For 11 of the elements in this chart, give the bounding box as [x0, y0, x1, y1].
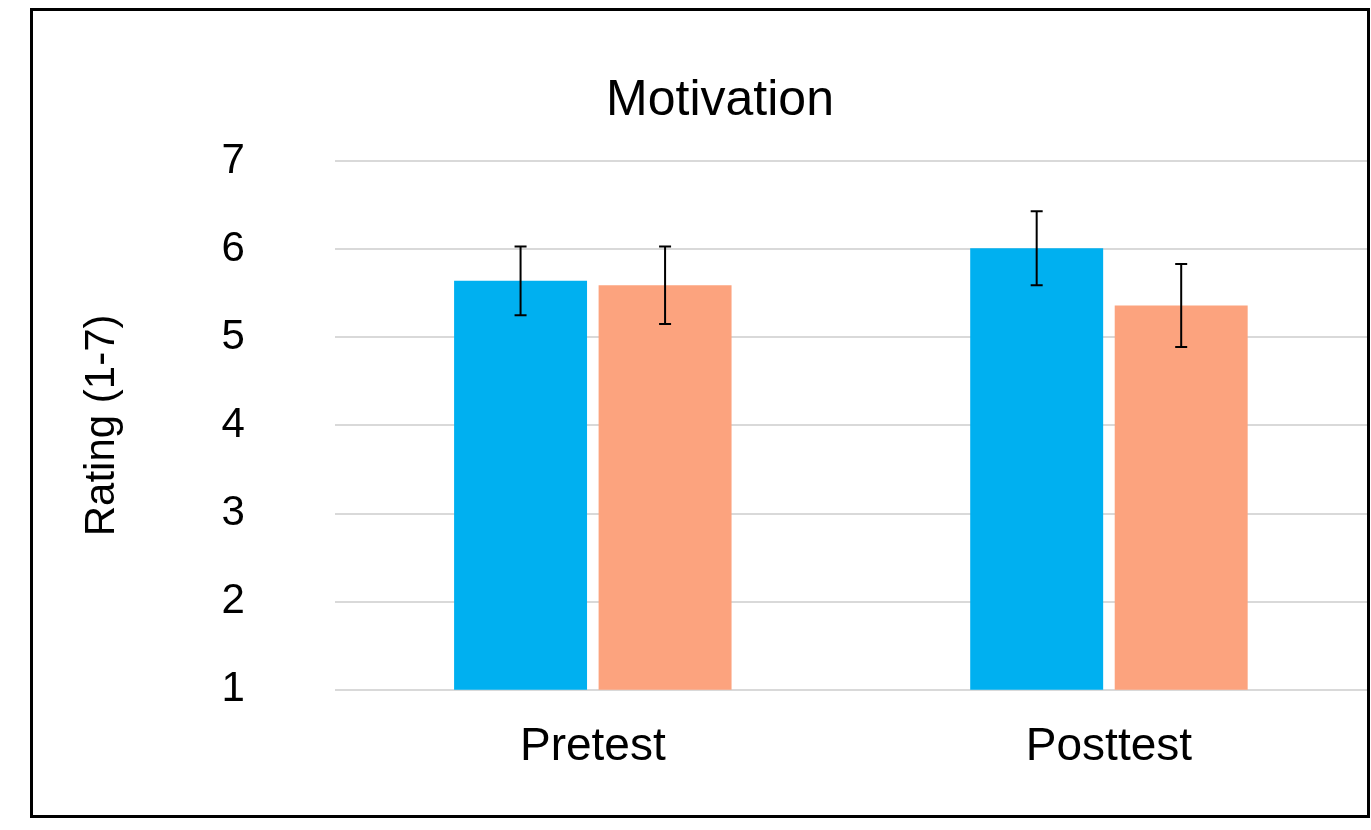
y-tick-label: 2: [221, 575, 245, 623]
chart-title: Motivation: [606, 69, 834, 126]
y-tick-label: 1: [221, 663, 245, 711]
y-tick-label: 5: [221, 310, 245, 358]
x-tick-label: Posttest: [1025, 718, 1193, 771]
y-tick-label: 7: [221, 134, 245, 182]
x-tick-label: Pretest: [519, 718, 666, 771]
y-tick-label: 6: [221, 222, 245, 270]
y-tick-label: 3: [221, 487, 245, 535]
y-axis-title: Rating (1-7): [75, 314, 123, 537]
y-tick-label: 4: [221, 398, 245, 446]
